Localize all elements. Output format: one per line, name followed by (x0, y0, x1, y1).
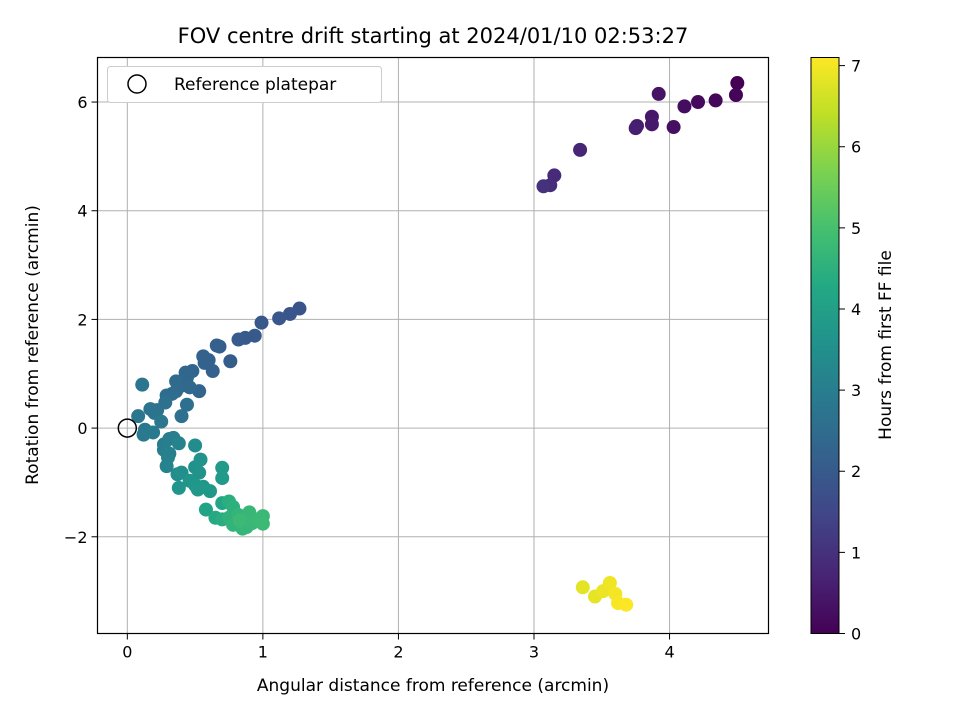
y-tick-label: 0 (77, 419, 87, 438)
data-point (146, 425, 161, 440)
data-point (169, 374, 184, 389)
colorbar-tick-label: 3 (851, 381, 861, 400)
data-point (573, 142, 588, 157)
x-axis-ticks: 0 1 2 3 4 (122, 633, 675, 662)
data-point (223, 354, 238, 369)
x-tick-label: 4 (664, 643, 674, 662)
data-point (203, 484, 218, 499)
y-tick-label: −2 (64, 528, 88, 547)
data-point (644, 117, 659, 132)
reference-marker (117, 418, 138, 438)
data-point (215, 471, 230, 486)
data-point (651, 86, 666, 101)
data-point (619, 597, 634, 612)
data-point (536, 179, 551, 194)
data-point (198, 502, 213, 517)
data-point (231, 332, 246, 347)
data-point (255, 516, 270, 531)
data-point (174, 409, 189, 424)
data-point (131, 409, 146, 424)
legend-marker (127, 74, 147, 94)
y-axis-ticks: −2 0 2 4 6 (64, 93, 98, 547)
data-point (254, 315, 269, 330)
data-point (154, 414, 169, 429)
data-points (131, 76, 745, 612)
data-point (272, 311, 287, 326)
legend-box (107, 66, 382, 103)
legend: Reference platepar (107, 66, 382, 103)
data-point (691, 95, 706, 110)
legend-entry-reference: Reference platepar (174, 75, 336, 95)
colorbar-tick-label: 5 (851, 219, 861, 238)
data-point (209, 338, 224, 353)
data-point (135, 377, 150, 392)
data-point (575, 580, 590, 595)
x-axis-label: Angular distance from reference (arcmin) (257, 676, 609, 696)
data-point (666, 120, 681, 135)
y-axis-label: Rotation from reference (arcmin) (23, 205, 43, 485)
x-tick-label: 1 (258, 643, 268, 662)
data-point (730, 76, 745, 91)
y-tick-label: 4 (77, 202, 87, 221)
data-point (728, 87, 743, 102)
colorbar-ticks: 0 1 2 3 4 5 6 7 (839, 57, 861, 644)
data-point (197, 355, 212, 370)
colorbar-tick-label: 2 (851, 462, 861, 481)
data-point (188, 438, 203, 453)
data-point (602, 575, 617, 590)
colorbar-tick-label: 0 (851, 625, 861, 644)
plot-frame (96, 56, 770, 635)
data-point (171, 436, 186, 451)
x-tick-label: 2 (393, 643, 403, 662)
data-point (159, 459, 174, 474)
colorbar-tick-label: 4 (851, 300, 861, 319)
y-tick-label: 2 (77, 310, 87, 329)
data-point (677, 99, 692, 114)
data-point (708, 93, 723, 108)
colorbar: 0 1 2 3 4 5 6 7 Hours from first FF file (810, 57, 896, 644)
data-point (192, 465, 207, 480)
data-point (193, 452, 208, 467)
chart-title: FOV centre drift starting at 2024/01/10 … (178, 24, 689, 48)
x-tick-label: 3 (529, 643, 539, 662)
data-point (628, 121, 643, 136)
colorbar-tick-label: 6 (851, 138, 861, 157)
data-point (215, 460, 230, 475)
colorbar-tick-label: 1 (851, 543, 861, 562)
data-point (171, 480, 186, 495)
data-point (282, 306, 297, 321)
data-point (190, 482, 205, 497)
data-point (232, 513, 247, 528)
grid-lines (97, 57, 769, 634)
data-point (179, 397, 194, 412)
colorbar-label: Hours from first FF file (876, 250, 896, 440)
x-tick-label: 0 (122, 643, 132, 662)
y-tick-label: 6 (77, 93, 87, 112)
colorbar-tick-label: 7 (851, 57, 861, 76)
colorbar-gradient (810, 57, 840, 634)
